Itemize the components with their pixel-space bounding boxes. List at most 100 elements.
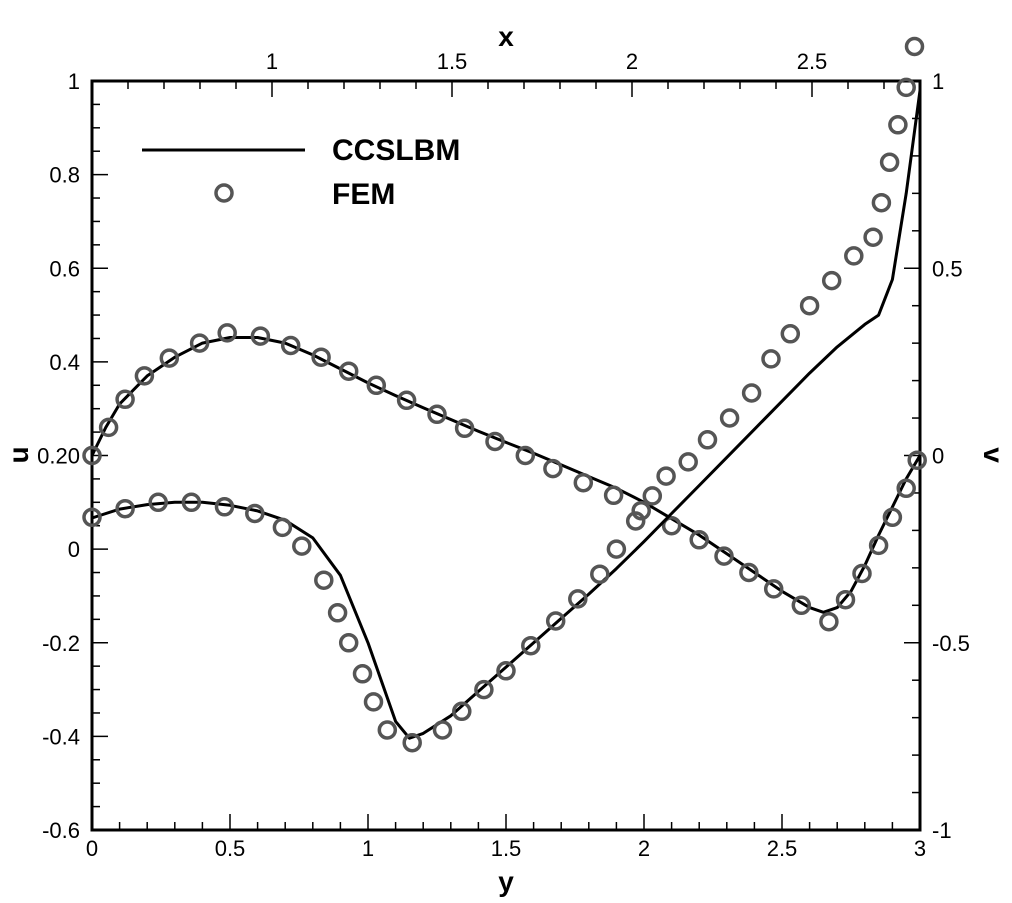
data-point-fem-right	[521, 635, 541, 656]
data-point-fem-left	[739, 562, 759, 583]
y-axis-tick-label: 0.4	[49, 350, 80, 375]
legend-label-ccslbm: CCSLBM	[332, 134, 460, 167]
data-point-fem-left	[82, 445, 102, 466]
right-axis-tick-label: 0.5	[932, 256, 963, 281]
x-axis-tick-label: 1	[362, 836, 374, 861]
data-point-fem-right	[338, 633, 359, 653]
data-point-fem-right	[678, 452, 698, 472]
data-point-fem-left	[603, 485, 624, 506]
data-point-fem-right	[474, 679, 494, 700]
x-axis-tick-label: 0	[86, 836, 98, 861]
data-point-fem-right	[761, 349, 781, 369]
axis-tick-labels: 0 0.5 1 1.5 2 2.5 3 1 1.5 2 2.5 -0.6 -0.4 -0.2 0 0.20 0.…	[37, 49, 970, 861]
data-point-fem-right	[363, 692, 384, 712]
axis-ticks	[91, 80, 921, 831]
top-axis-tick-label: 2	[626, 49, 638, 74]
data-point-fem-left	[907, 450, 927, 470]
data-point-fem-left	[189, 333, 210, 353]
data-point-fem-left	[250, 326, 271, 346]
series-layer	[82, 36, 927, 753]
data-point-fem-left	[819, 611, 839, 632]
y-axis-tick-label: 0.8	[49, 163, 80, 188]
data-point-fem-right	[181, 492, 202, 513]
data-point-fem-right	[697, 430, 718, 450]
data-point-fem-left	[896, 478, 916, 499]
data-point-fem-right	[871, 192, 892, 213]
data-point-fem-right	[272, 517, 293, 538]
data-point-fem-right	[314, 570, 334, 590]
data-point-fem-left	[311, 347, 331, 367]
right-axis-tick-label: -1	[932, 818, 952, 843]
data-point-fem-right	[741, 383, 762, 403]
data-point-fem-right	[292, 536, 312, 556]
data-point-fem-right	[327, 603, 348, 623]
data-point-fem-left	[689, 530, 709, 550]
data-point-fem-left	[763, 579, 784, 599]
data-point-fem-right	[568, 589, 588, 609]
data-point-fem-left	[631, 500, 651, 521]
y-axis-tick-label: 1	[68, 69, 80, 94]
legend-circle-marker	[214, 183, 234, 203]
data-point-fem-right	[452, 701, 472, 722]
data-point-fem-left	[454, 418, 475, 439]
data-point-fem-right	[82, 507, 102, 528]
series-line-ccslbm-right	[91, 90, 922, 740]
data-point-fem-right	[780, 324, 801, 344]
x-axis-tick-label: 3	[914, 836, 926, 861]
top-axis-tick-label: 1.5	[437, 49, 468, 74]
legend-label-fem: FEM	[332, 178, 395, 211]
data-point-fem-left	[661, 515, 682, 536]
data-point-fem-right	[377, 720, 398, 740]
data-point-fem-right	[844, 246, 864, 266]
data-point-fem-left	[338, 361, 359, 381]
data-point-fem-right	[888, 115, 908, 135]
top-axis-tick-label: 1	[266, 49, 278, 74]
data-point-fem-right	[545, 611, 566, 631]
data-point-fem-left	[852, 563, 872, 584]
data-point-fem-right	[606, 539, 627, 559]
data-point-fem-right	[625, 511, 646, 531]
data-point-fem-right	[799, 295, 820, 316]
data-point-fem-right	[896, 77, 916, 98]
right-axis-tick-label: 0	[932, 444, 944, 469]
data-point-fem-left	[280, 335, 301, 356]
data-point-fem-left	[791, 595, 812, 616]
data-point-fem-right	[352, 664, 373, 684]
right-axis-tick-label: -0.5	[932, 631, 970, 656]
x-axis-title: y	[498, 866, 514, 897]
data-point-fem-left	[366, 375, 387, 396]
data-point-fem-left	[882, 507, 903, 528]
data-point-fem-right	[821, 270, 842, 291]
legend: CCSLBM FEM	[142, 134, 460, 211]
data-point-fem-left	[868, 535, 889, 556]
y-axis-tick-label: 0	[68, 537, 80, 562]
data-point-fem-right	[656, 466, 676, 486]
data-point-fem-right	[432, 720, 453, 740]
data-point-fem-right	[863, 227, 883, 247]
data-point-fem-left	[98, 417, 119, 438]
y-axis-tick-label: -0.2	[42, 631, 80, 656]
data-point-fem-right	[245, 503, 265, 524]
data-point-fem-right	[719, 408, 740, 428]
data-point-fem-left	[573, 472, 594, 493]
x-axis-tick-label: 1.5	[491, 836, 522, 861]
data-point-fem-right	[148, 492, 168, 513]
right-axis-title: v	[978, 447, 1009, 463]
top-axis-title: x	[498, 21, 514, 52]
x-axis-tick-label: 0.5	[215, 836, 246, 861]
data-point-fem-left	[427, 404, 447, 425]
data-point-fem-right	[879, 152, 900, 173]
y-axis-tick-label: 0.20	[37, 444, 80, 469]
data-point-fem-left	[134, 366, 155, 386]
data-point-fem-left	[485, 431, 505, 452]
y-axis-tick-label: -0.4	[42, 724, 80, 749]
y-axis-tick-label: 0.6	[49, 256, 80, 281]
data-point-fem-left	[515, 445, 536, 466]
y-axis-title: u	[3, 446, 34, 463]
x-axis-tick-label: 2.5	[767, 836, 798, 861]
data-point-fem-right	[590, 564, 610, 584]
x-axis-tick-label: 2	[638, 836, 650, 861]
top-axis-tick-label: 2.5	[797, 49, 828, 74]
data-point-fem-left	[217, 323, 237, 343]
